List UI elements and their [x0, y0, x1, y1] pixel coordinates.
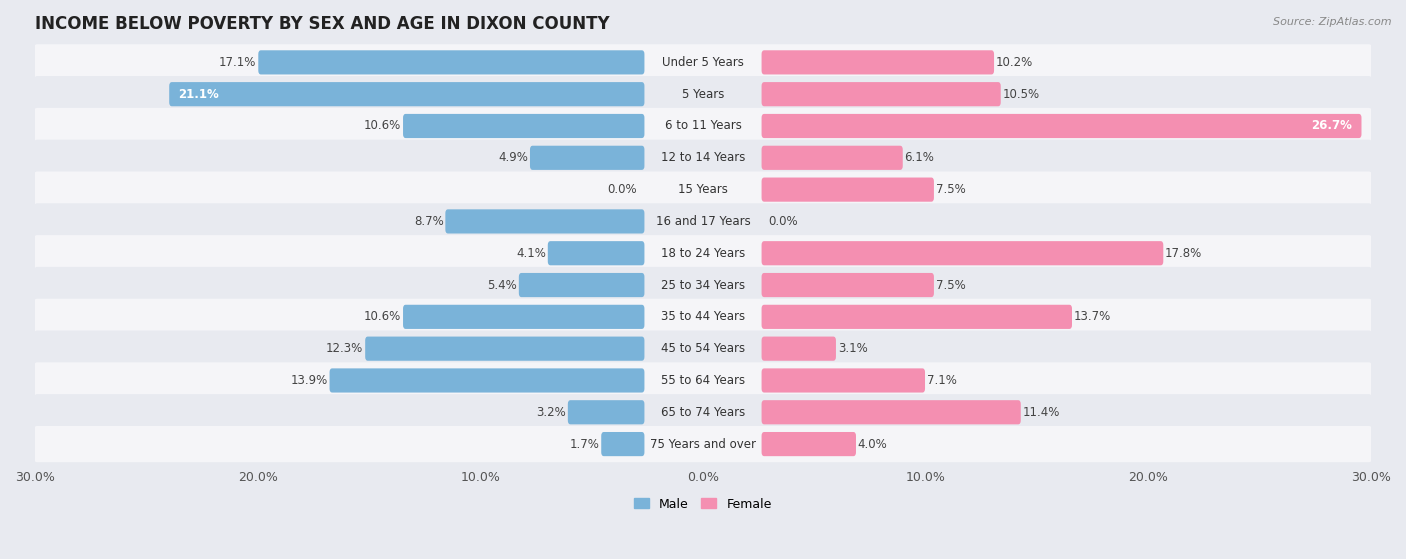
FancyBboxPatch shape	[34, 172, 1372, 208]
FancyBboxPatch shape	[762, 50, 994, 74]
FancyBboxPatch shape	[602, 432, 644, 456]
Text: 5.4%: 5.4%	[488, 278, 517, 292]
Text: 11.4%: 11.4%	[1022, 406, 1060, 419]
Text: 6 to 11 Years: 6 to 11 Years	[665, 120, 741, 132]
FancyBboxPatch shape	[762, 305, 1071, 329]
FancyBboxPatch shape	[34, 426, 1372, 462]
FancyBboxPatch shape	[34, 76, 1372, 112]
FancyBboxPatch shape	[762, 241, 1163, 266]
Text: Source: ZipAtlas.com: Source: ZipAtlas.com	[1274, 17, 1392, 27]
FancyBboxPatch shape	[34, 394, 1372, 430]
Text: 4.0%: 4.0%	[858, 438, 887, 451]
FancyBboxPatch shape	[34, 299, 1372, 335]
FancyBboxPatch shape	[34, 330, 1372, 367]
Text: 0.0%: 0.0%	[769, 215, 799, 228]
FancyBboxPatch shape	[762, 178, 934, 202]
Text: 18 to 24 Years: 18 to 24 Years	[661, 247, 745, 260]
Text: 4.9%: 4.9%	[498, 151, 529, 164]
Text: 1.7%: 1.7%	[569, 438, 599, 451]
Text: 17.1%: 17.1%	[219, 56, 256, 69]
FancyBboxPatch shape	[366, 337, 644, 361]
Text: INCOME BELOW POVERTY BY SEX AND AGE IN DIXON COUNTY: INCOME BELOW POVERTY BY SEX AND AGE IN D…	[35, 15, 610, 33]
FancyBboxPatch shape	[762, 82, 1001, 106]
Text: 13.9%: 13.9%	[291, 374, 328, 387]
FancyBboxPatch shape	[762, 368, 925, 392]
Text: 55 to 64 Years: 55 to 64 Years	[661, 374, 745, 387]
Text: 6.1%: 6.1%	[904, 151, 935, 164]
FancyBboxPatch shape	[34, 44, 1372, 80]
Text: 0.0%: 0.0%	[607, 183, 637, 196]
FancyBboxPatch shape	[762, 146, 903, 170]
FancyBboxPatch shape	[34, 140, 1372, 176]
FancyBboxPatch shape	[169, 82, 644, 106]
Text: 12.3%: 12.3%	[326, 342, 363, 355]
Text: 10.6%: 10.6%	[364, 120, 401, 132]
FancyBboxPatch shape	[446, 209, 644, 234]
FancyBboxPatch shape	[530, 146, 644, 170]
Text: 4.1%: 4.1%	[516, 247, 546, 260]
Text: 7.1%: 7.1%	[927, 374, 956, 387]
Text: 3.2%: 3.2%	[536, 406, 567, 419]
Text: 3.1%: 3.1%	[838, 342, 868, 355]
Text: 21.1%: 21.1%	[179, 88, 219, 101]
Text: 10.5%: 10.5%	[1002, 88, 1039, 101]
FancyBboxPatch shape	[34, 362, 1372, 399]
FancyBboxPatch shape	[404, 305, 644, 329]
Text: 7.5%: 7.5%	[936, 183, 966, 196]
Text: 17.8%: 17.8%	[1166, 247, 1202, 260]
FancyBboxPatch shape	[762, 114, 1361, 138]
FancyBboxPatch shape	[34, 203, 1372, 240]
Text: 8.7%: 8.7%	[413, 215, 443, 228]
Text: 25 to 34 Years: 25 to 34 Years	[661, 278, 745, 292]
FancyBboxPatch shape	[548, 241, 644, 266]
Legend: Male, Female: Male, Female	[630, 492, 776, 515]
FancyBboxPatch shape	[259, 50, 644, 74]
Text: 26.7%: 26.7%	[1312, 120, 1353, 132]
Text: 65 to 74 Years: 65 to 74 Years	[661, 406, 745, 419]
Text: 75 Years and over: 75 Years and over	[650, 438, 756, 451]
Text: 16 and 17 Years: 16 and 17 Years	[655, 215, 751, 228]
FancyBboxPatch shape	[762, 400, 1021, 424]
FancyBboxPatch shape	[762, 432, 856, 456]
FancyBboxPatch shape	[34, 108, 1372, 144]
FancyBboxPatch shape	[762, 337, 837, 361]
FancyBboxPatch shape	[404, 114, 644, 138]
FancyBboxPatch shape	[34, 267, 1372, 303]
Text: Under 5 Years: Under 5 Years	[662, 56, 744, 69]
Text: 10.6%: 10.6%	[364, 310, 401, 323]
Text: 12 to 14 Years: 12 to 14 Years	[661, 151, 745, 164]
Text: 35 to 44 Years: 35 to 44 Years	[661, 310, 745, 323]
Text: 7.5%: 7.5%	[936, 278, 966, 292]
Text: 45 to 54 Years: 45 to 54 Years	[661, 342, 745, 355]
FancyBboxPatch shape	[762, 273, 934, 297]
FancyBboxPatch shape	[329, 368, 644, 392]
FancyBboxPatch shape	[519, 273, 644, 297]
FancyBboxPatch shape	[568, 400, 644, 424]
Text: 13.7%: 13.7%	[1074, 310, 1111, 323]
Text: 5 Years: 5 Years	[682, 88, 724, 101]
FancyBboxPatch shape	[34, 235, 1372, 271]
Text: 15 Years: 15 Years	[678, 183, 728, 196]
Text: 10.2%: 10.2%	[995, 56, 1033, 69]
